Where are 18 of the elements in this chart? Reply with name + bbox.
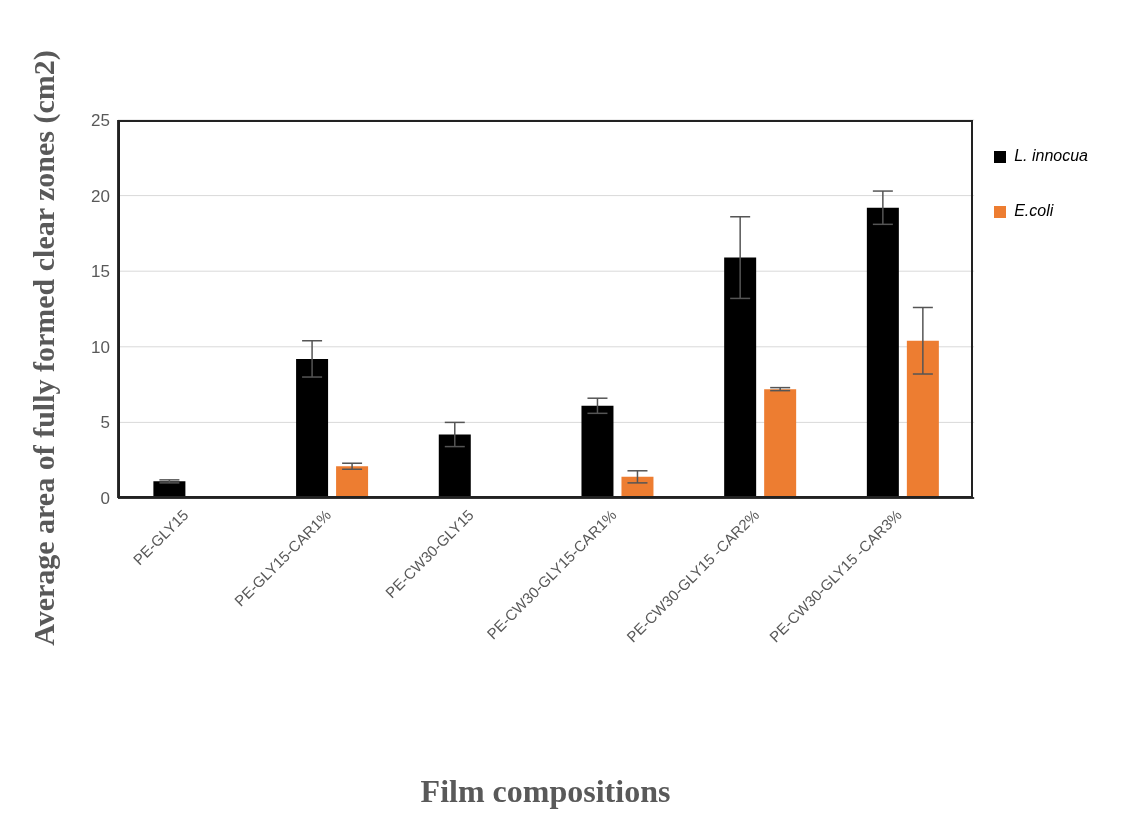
x-axis-title: Film compositions [419,773,672,810]
y-tick-label: 15 [91,262,110,282]
y-tick-label: 5 [100,413,110,433]
bar [866,207,899,498]
y-axis-title: Average area of fully formed clear zones (cm2) [27,49,61,648]
bar [724,257,757,498]
bar [296,358,329,498]
legend-label: E.coli [1014,202,1054,219]
y-tick-label: 0 [100,489,110,509]
y-tick-label: 20 [91,186,110,206]
y-tick-label: 25 [91,111,110,131]
bar [764,389,797,498]
bar [906,340,939,498]
bar [336,466,369,498]
y-tick-label: 10 [91,337,110,357]
bar [438,434,471,498]
bar [581,405,614,498]
legend-label: L. innocua [1014,147,1088,164]
